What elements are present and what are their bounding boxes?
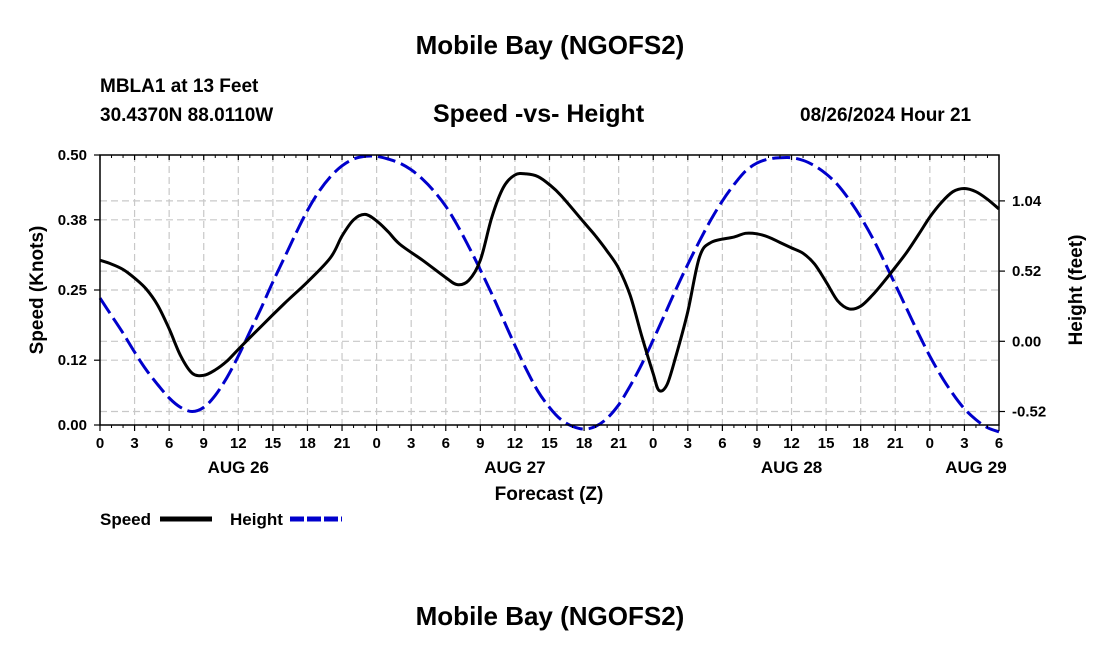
- series-line-height: [98, 154, 1000, 434]
- main-title: Mobile Bay (NGOFS2): [415, 30, 685, 60]
- x-tick-label: 18: [299, 435, 316, 452]
- x-tick-label: 6: [995, 435, 1003, 452]
- station-coordinates: 30.4370N 88.0110W: [100, 105, 274, 126]
- x-tick-label: 6: [165, 435, 173, 452]
- station-name: MBLA1 at 13 Feet: [100, 76, 259, 97]
- y2-tick-label: 0.00: [1012, 333, 1041, 350]
- x-tick-label: 21: [610, 435, 627, 452]
- x-tick-label: 12: [783, 435, 800, 452]
- date-label: AUG 29: [945, 458, 1006, 477]
- x-tick-label: 0: [372, 435, 380, 452]
- series-layer: [98, 154, 1000, 434]
- x-tick-label: 0: [649, 435, 657, 452]
- axes: 0 3 6 9 12 15 18 21 0 3 6 9 12 15 18 21 0 3 6 9 12 15 18 21 0 3 6 A…: [58, 147, 1046, 477]
- x-tick-label: 0: [96, 435, 104, 452]
- y-tick-label: 0.12: [58, 352, 87, 369]
- x-tick-label: 0: [926, 435, 934, 452]
- x-axis-label: Forecast (Z): [495, 484, 604, 505]
- series-line-speed: [99, 171, 1000, 393]
- x-tick-label: 9: [753, 435, 761, 452]
- x-tick-label: 18: [576, 435, 593, 452]
- y2-tick-label: 1.04: [1012, 193, 1042, 210]
- x-tick-label: 6: [718, 435, 726, 452]
- grid: [100, 155, 999, 425]
- x-tick-label: 15: [265, 435, 282, 452]
- chart-title: Speed -vs- Height: [433, 100, 645, 128]
- x-tick-label: 3: [130, 435, 138, 452]
- x-tick-label: 9: [476, 435, 484, 452]
- legend-label-speed: Speed: [100, 510, 151, 529]
- y-axis-label: Speed (Knots): [27, 226, 48, 355]
- legend-label-height: Height: [230, 510, 283, 529]
- y2-axis-label: Height (feet): [1066, 235, 1087, 346]
- y2-tick-label: -0.52: [1012, 404, 1046, 421]
- footer-title: Mobile Bay (NGOFS2): [415, 601, 685, 631]
- legend: Speed Height: [100, 510, 342, 529]
- x-tick-label: 3: [684, 435, 692, 452]
- x-tick-label: 3: [407, 435, 415, 452]
- date-label: AUG 28: [761, 458, 822, 477]
- x-tick-label: 9: [200, 435, 208, 452]
- y-tick-label: 0.25: [58, 282, 87, 299]
- x-tick-label: 3: [960, 435, 968, 452]
- y-tick-label: 0.38: [58, 212, 87, 229]
- forecast-datetime: 08/26/2024 Hour 21: [800, 105, 972, 126]
- x-tick-label: 18: [852, 435, 869, 452]
- y-tick-label: 0.50: [58, 147, 87, 164]
- x-tick-label: 21: [334, 435, 351, 452]
- x-tick-label: 6: [442, 435, 450, 452]
- x-tick-label: 21: [887, 435, 904, 452]
- x-tick-label: 15: [541, 435, 558, 452]
- y2-tick-label: 0.52: [1012, 263, 1041, 280]
- x-tick-label: 12: [507, 435, 524, 452]
- date-label: AUG 27: [484, 458, 545, 477]
- x-tick-label: 15: [818, 435, 835, 452]
- x-tick-label: 12: [230, 435, 247, 452]
- y-tick-label: 0.00: [58, 417, 87, 434]
- date-label: AUG 26: [208, 458, 269, 477]
